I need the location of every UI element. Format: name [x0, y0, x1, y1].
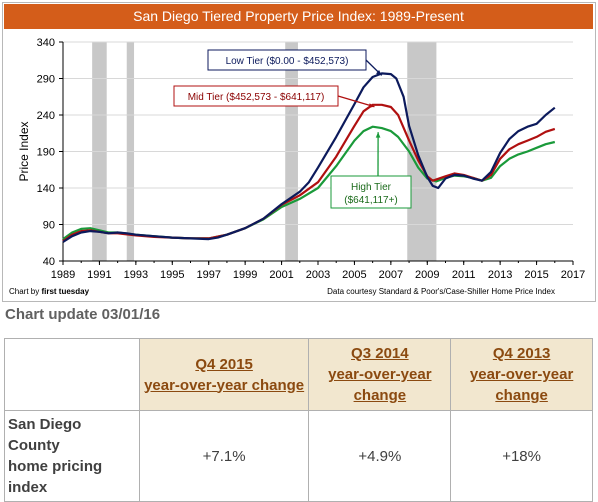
- footer-right: Data courtesy Standard & Poor's/Case-Shi…: [327, 287, 555, 296]
- x-tick-label: 2017: [561, 269, 585, 281]
- value-q4-2013: +18%: [451, 411, 593, 502]
- footer-prefix: Chart by: [9, 287, 41, 296]
- x-tick-label: 1989: [51, 269, 75, 281]
- x-tick-label: 2007: [379, 269, 403, 281]
- header-q4-2013: Q4 2013 year-over-year change: [451, 339, 593, 411]
- header-q4-2015: Q4 2015 year-over-year change: [139, 339, 309, 411]
- summary-table: Q4 2015 year-over-year change Q3 2014 ye…: [4, 338, 593, 502]
- header-line: Q4 2013: [493, 345, 551, 362]
- x-tick-label: 2009: [415, 269, 439, 281]
- x-tick-label: 2015: [524, 269, 548, 281]
- y-tick-label: 290: [37, 74, 55, 86]
- y-tick-label: 240: [37, 110, 55, 122]
- x-tick-label: 2013: [488, 269, 512, 281]
- annotation-label: Low Tier ($0.00 - $452,573): [226, 56, 349, 67]
- y-tick-label: 190: [37, 147, 55, 159]
- y-axis-label: Price Index: [17, 121, 31, 181]
- header-line: change: [354, 387, 407, 404]
- value-q4-2015: +7.1%: [139, 411, 309, 502]
- x-tick-label: 2003: [306, 269, 330, 281]
- y-tick-label: 140: [37, 183, 55, 195]
- x-tick-label: 1997: [196, 269, 220, 281]
- x-tick-label: 1995: [160, 269, 184, 281]
- annotation-label: High Tier: [351, 182, 392, 193]
- x-tick-label: 1993: [124, 269, 148, 281]
- header-line: Q3 2014: [351, 345, 409, 362]
- row-label-line: home pricing: [8, 458, 102, 475]
- header-line: year-over-year: [328, 366, 431, 383]
- value-q3-2014: +4.9%: [309, 411, 451, 502]
- annotation-label: Mid Tier ($452,573 - $641,117): [188, 92, 325, 103]
- x-tick-label: 2005: [342, 269, 366, 281]
- y-tick-label: 40: [43, 256, 55, 268]
- table-corner-cell: [5, 339, 140, 411]
- y-tick-label: 90: [43, 220, 55, 232]
- row-label-line: San Diego County: [8, 416, 81, 454]
- x-tick-label: 1991: [87, 269, 111, 281]
- row-label: San Diego County home pricing index: [5, 411, 140, 502]
- table-row: San Diego County home pricing index +7.1…: [5, 411, 593, 502]
- annotation-label: ($641,117+): [344, 195, 397, 206]
- x-tick-label: 1999: [233, 269, 257, 281]
- header-line: Q4 2015: [195, 356, 253, 373]
- header-line: year-over-year: [470, 366, 573, 383]
- header-q3-2014: Q3 2014 year-over-year change: [309, 339, 451, 411]
- header-line: year-over-year change: [144, 377, 304, 394]
- header-line: change: [495, 387, 548, 404]
- table-header-row: Q4 2015 year-over-year change Q3 2014 ye…: [5, 339, 593, 411]
- footer-brand: first tuesday: [41, 287, 89, 296]
- chart-update-label: Chart update 03/01/16: [5, 306, 160, 323]
- x-tick-label: 2011: [452, 269, 476, 281]
- y-tick-label: 340: [37, 37, 55, 49]
- chart-svg: 40 90 140 190 240 290 340 1989 1991 1993 1995 1997 1…: [0, 0, 598, 302]
- footer-left: Chart by first tuesday: [9, 287, 90, 296]
- x-tick-label: 2001: [269, 269, 293, 281]
